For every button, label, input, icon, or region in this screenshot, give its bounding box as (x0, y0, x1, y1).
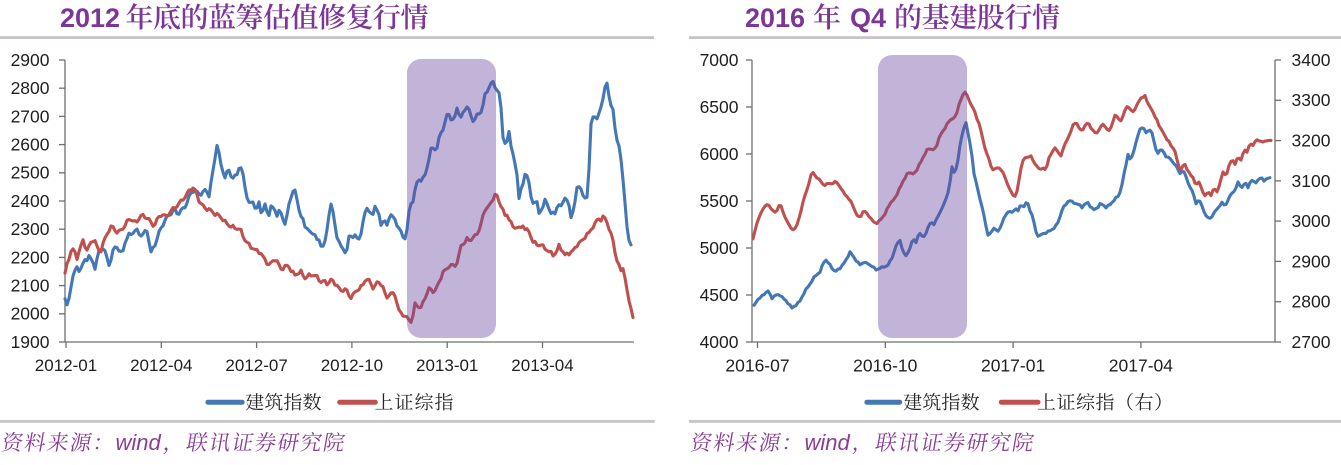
svg-text:2400: 2400 (11, 191, 50, 211)
svg-text:7000: 7000 (700, 50, 739, 70)
svg-text:2012-07: 2012-07 (225, 356, 287, 375)
svg-text:2012-10: 2012-10 (321, 356, 383, 375)
svg-text:3200: 3200 (1292, 131, 1331, 151)
svg-text:wind: wind (116, 430, 162, 455)
svg-text:2500: 2500 (11, 163, 50, 183)
svg-text:4000: 4000 (700, 332, 739, 352)
svg-text:2016: 2016 (745, 3, 805, 33)
svg-text:6000: 6000 (700, 144, 739, 164)
svg-text:2800: 2800 (11, 78, 50, 98)
svg-text:2012-04: 2012-04 (130, 356, 192, 375)
svg-text:2100: 2100 (11, 276, 50, 296)
svg-text:2012: 2012 (60, 3, 120, 33)
svg-text:3000: 3000 (1292, 211, 1331, 231)
svg-text:3300: 3300 (1292, 90, 1331, 110)
svg-text:3100: 3100 (1292, 171, 1331, 191)
svg-text:Q4: Q4 (850, 3, 886, 33)
svg-text:5000: 5000 (700, 238, 739, 258)
svg-text:2013-01: 2013-01 (416, 356, 478, 375)
svg-text:2900: 2900 (1292, 251, 1331, 271)
svg-text:2016-10: 2016-10 (853, 356, 917, 376)
svg-text:2200: 2200 (11, 247, 50, 267)
svg-text:wind: wind (805, 430, 851, 455)
svg-text:5500: 5500 (700, 191, 739, 211)
svg-text:2016-07: 2016-07 (725, 356, 789, 376)
svg-text:2000: 2000 (11, 304, 50, 324)
svg-text:2012-01: 2012-01 (35, 356, 97, 375)
svg-text:2300: 2300 (11, 219, 50, 239)
svg-text:2017-01: 2017-01 (981, 356, 1045, 376)
svg-text:2800: 2800 (1292, 292, 1331, 312)
svg-text:4500: 4500 (700, 285, 739, 305)
svg-text:2700: 2700 (1292, 332, 1331, 352)
svg-text:3400: 3400 (1292, 50, 1331, 70)
svg-text:2700: 2700 (11, 106, 50, 126)
svg-text:1900: 1900 (11, 332, 50, 352)
svg-text:2600: 2600 (11, 135, 50, 155)
svg-text:2900: 2900 (11, 50, 50, 70)
svg-text:2013-04: 2013-04 (511, 356, 573, 375)
svg-text:6500: 6500 (700, 97, 739, 117)
svg-text:2017-04: 2017-04 (1109, 356, 1173, 376)
